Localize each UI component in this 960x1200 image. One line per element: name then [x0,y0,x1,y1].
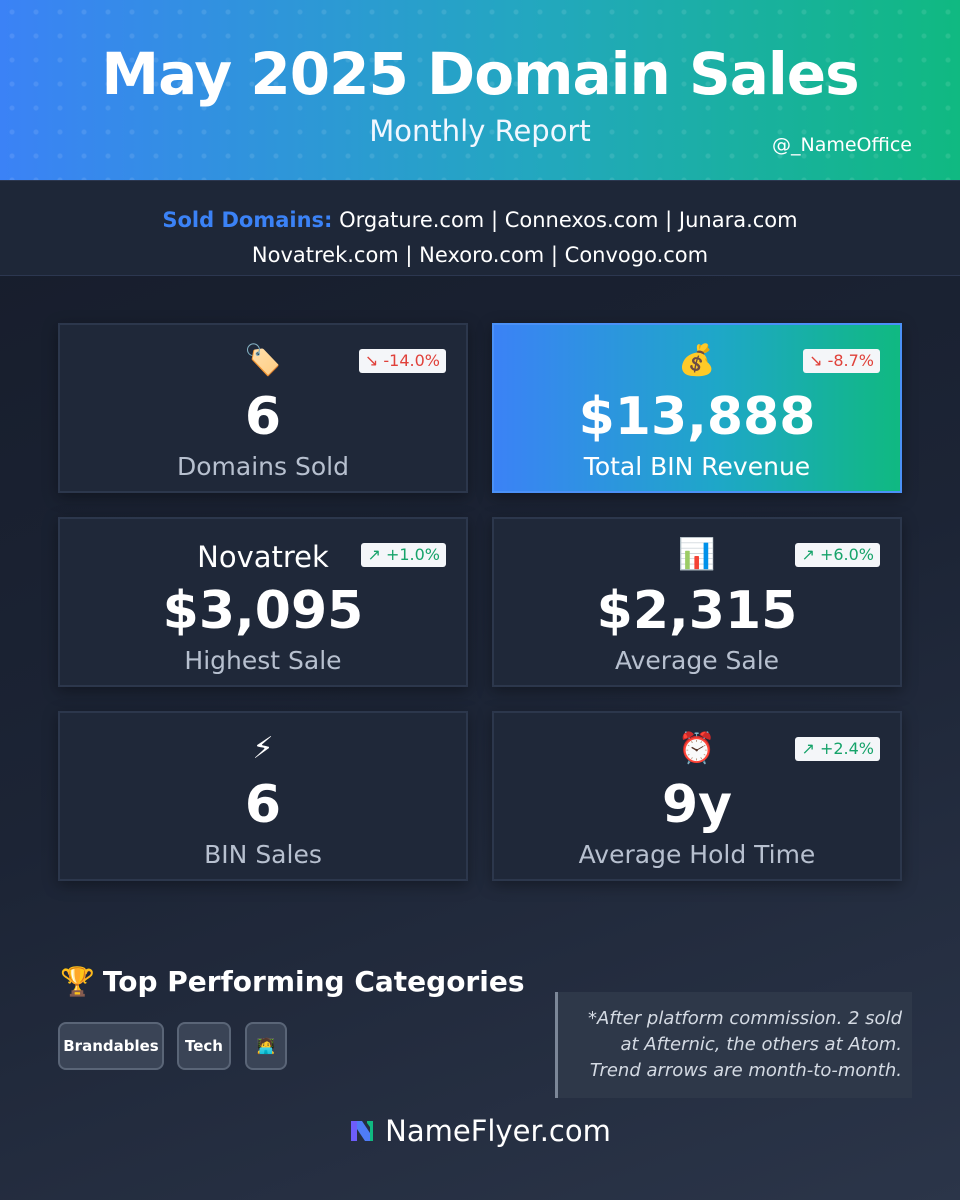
lightning-icon: ⚡ [252,731,274,766]
sold-domains-list-1: Orgature.com | Connexos.com | Junara.com [332,208,798,232]
stat-card-revenue: 💰 ↘ -8.7% $13,888 Total BIN Revenue [492,323,902,493]
stat-value: $13,888 [578,387,816,447]
stat-caption: Domains Sold [177,452,349,481]
sold-domains-line-1: Sold Domains: Orgature.com | Connexos.co… [0,203,960,238]
nameflyer-logo-icon [351,1121,374,1141]
brand-footer: NameFlyer.com [0,1114,960,1148]
trend-badge: ↘ -8.7% [803,349,880,373]
stat-caption: Average Hold Time [578,840,816,869]
stat-caption: Highest Sale [184,646,342,675]
stat-caption: BIN Sales [204,840,322,869]
footnote-line-1: *After platform commission. 2 sold [587,1008,902,1029]
sold-domains-list-2: Novatrek.com | Nexoro.com | Convogo.com [251,243,709,267]
stat-card-hold-time: ⏰ ↗ +2.4% 9y Average Hold Time [492,711,902,881]
bar-chart-icon: 📊 [678,537,716,572]
stat-card-average-sale: 📊 ↗ +6.0% $2,315 Average Sale [492,517,902,687]
footnote-line-3: Trend arrows are month-to-month. [589,1060,902,1081]
stat-caption: Average Sale [614,646,780,675]
header-banner: May 2025 Domain Sales Monthly Report @_N… [0,0,960,180]
stat-caption: Total BIN Revenue [583,452,811,481]
stat-value: 6 [244,387,282,447]
category-chip-tech[interactable]: Tech [177,1022,231,1070]
trophy-icon: 🏆 [60,965,95,998]
page-subtitle: Monthly Report [369,114,591,148]
categories-heading: 🏆 Top Performing Categories [60,962,525,1002]
stat-card-domains-sold: 🏷️ ↘ -14.0% 6 Domains Sold [58,323,468,493]
stat-value: $2,315 [596,581,798,641]
tag-icon: 🏷️ [244,343,282,378]
category-chip-technologist-icon[interactable]: 🧑‍💻 [245,1022,287,1070]
page-title: May 2025 Domain Sales [101,40,859,108]
trend-badge: ↘ -14.0% [358,349,446,373]
money-bag-icon: 💰 [678,343,716,378]
footnote-line-2: at Afternic, the others at Atom. [620,1034,902,1055]
stat-value: 9y [661,775,733,835]
categories-title: Top Performing Categories [102,965,525,998]
sold-domains-band: Sold Domains: Orgature.com | Connexos.co… [0,180,960,276]
stat-value: $3,095 [162,581,364,641]
trend-badge: ↗ +6.0% [795,543,880,567]
social-handle: @_NameOffice [771,134,912,156]
category-chip-brandables[interactable]: Brandables [58,1022,164,1070]
stat-card-highest-sale: Novatrek ↗ +1.0% $3,095 Highest Sale [58,517,468,687]
dot-pattern [0,0,960,180]
footnote: *After platform commission. 2 sold at Af… [555,992,912,1098]
stat-card-bin-sales: ⚡ 6 BIN Sales [58,711,468,881]
trend-badge: ↗ +2.4% [795,737,880,761]
stat-value: 6 [244,775,282,835]
brand-name[interactable]: NameFlyer.com [385,1114,611,1148]
sold-domains-label: Sold Domains: [162,208,333,232]
top-domain-name: Novatrek [197,540,329,574]
alarm-clock-icon: ⏰ [678,731,716,766]
trend-badge: ↗ +1.0% [361,543,446,567]
